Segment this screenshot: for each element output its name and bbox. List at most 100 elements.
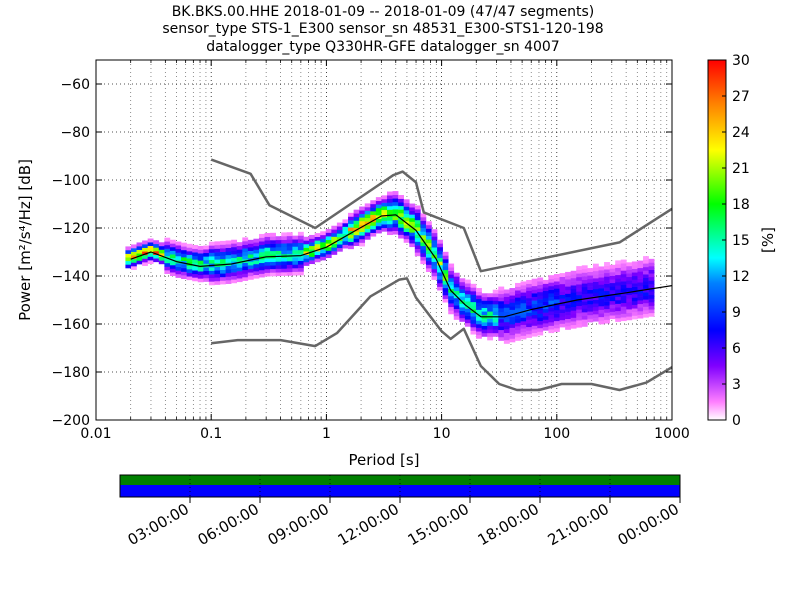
density-cell <box>520 324 527 329</box>
density-cell <box>442 284 449 289</box>
density-cell <box>314 236 321 241</box>
density-cell <box>643 302 649 307</box>
density-cell <box>292 260 299 265</box>
density-cell <box>425 242 432 247</box>
density-cell <box>403 213 410 218</box>
density-cell <box>392 194 399 199</box>
density-cell <box>270 232 276 237</box>
density-cell <box>631 304 638 309</box>
density-cell <box>175 241 182 246</box>
density-cell <box>414 209 421 214</box>
density-cell <box>487 296 494 301</box>
density-cell <box>192 277 199 282</box>
density-cell <box>398 209 404 214</box>
density-cell <box>631 293 638 298</box>
density-cell <box>370 221 377 226</box>
density-cell <box>281 268 288 273</box>
density-cell <box>626 298 633 303</box>
density-cell <box>270 247 276 252</box>
density-cell <box>425 268 432 273</box>
density-cell <box>515 308 521 313</box>
density-cell <box>581 315 588 320</box>
density-cell <box>448 310 455 315</box>
density-cell <box>370 229 377 233</box>
density-cell <box>353 238 360 243</box>
density-cell <box>592 270 599 275</box>
density-cell <box>565 297 571 302</box>
density-cell <box>503 329 510 334</box>
density-cell <box>598 320 605 325</box>
density-cell <box>325 254 332 259</box>
density-cell <box>515 315 521 320</box>
density-cell <box>637 274 644 279</box>
density-cell <box>425 235 432 240</box>
density-cell <box>559 301 566 306</box>
density-cell <box>314 254 321 259</box>
density-cell <box>631 308 638 313</box>
density-cell <box>643 310 649 315</box>
density-cell <box>643 295 649 300</box>
density-cell <box>425 264 432 269</box>
density-cell <box>526 326 533 331</box>
density-cell <box>253 274 260 279</box>
density-cell <box>359 217 366 222</box>
density-cell <box>643 281 649 286</box>
density-cell <box>431 268 438 273</box>
density-cell <box>559 319 566 324</box>
density-cell <box>281 261 288 266</box>
density-cell <box>203 249 210 254</box>
density-cell <box>381 202 388 207</box>
density-cell <box>192 266 199 271</box>
density-cell <box>453 290 460 295</box>
density-cell <box>453 297 460 302</box>
density-cell <box>236 263 243 268</box>
density-cell <box>381 209 388 214</box>
x-tick-label: 0.01 <box>80 426 111 442</box>
density-cell <box>364 210 371 215</box>
density-cell <box>604 319 610 324</box>
density-cell <box>620 263 627 268</box>
density-cell <box>559 298 566 303</box>
density-cell <box>570 317 577 322</box>
density-cell <box>169 239 176 244</box>
y-axis-label: Power [m²/s⁴/Hz] [dB] <box>16 159 34 321</box>
density-cell <box>576 266 583 271</box>
density-cell <box>181 267 187 272</box>
density-cell <box>164 237 171 242</box>
density-cell <box>153 247 160 252</box>
title-line-2: sensor_type STS-1_E300 sensor_sn 48531_E… <box>162 21 603 37</box>
density-cell <box>437 286 443 291</box>
density-cell <box>487 307 494 312</box>
density-cell <box>553 324 560 329</box>
density-cell <box>303 261 310 266</box>
density-cell <box>375 222 382 227</box>
density-cell <box>425 239 432 244</box>
density-cell <box>487 329 494 334</box>
density-cell <box>470 305 477 310</box>
density-cell <box>526 301 533 306</box>
x-tick-label: 10 <box>433 426 451 442</box>
density-cell <box>503 318 510 323</box>
density-cell <box>348 238 354 242</box>
density-cell <box>158 245 165 250</box>
density-cell <box>375 225 382 230</box>
density-cell <box>147 260 154 265</box>
density-cell <box>509 327 516 332</box>
density-cell <box>437 257 443 262</box>
density-cell <box>431 250 438 255</box>
density-cell <box>592 296 599 300</box>
density-cell <box>570 270 577 275</box>
density-cell <box>286 271 293 276</box>
density-cell <box>609 308 616 312</box>
density-cell <box>258 244 265 249</box>
density-cell <box>364 225 371 229</box>
density-cell <box>509 338 516 343</box>
density-cell <box>364 228 371 233</box>
density-cell <box>297 239 304 243</box>
density-cell <box>592 278 599 282</box>
density-cell <box>637 278 644 283</box>
density-cell <box>620 273 627 278</box>
density-cell <box>136 249 143 254</box>
density-cell <box>553 328 560 332</box>
